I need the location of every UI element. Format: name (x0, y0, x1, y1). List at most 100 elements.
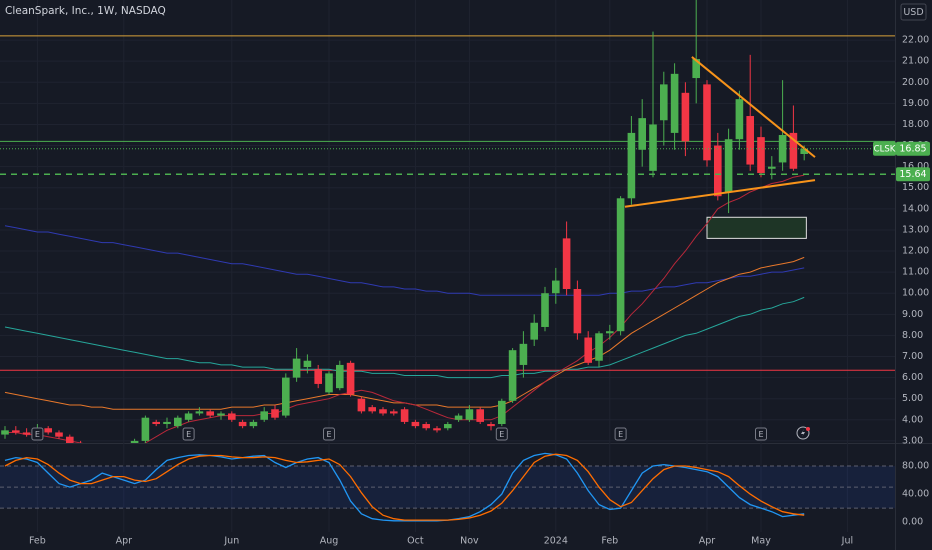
y-tick-label: 14.00 (902, 203, 929, 214)
candle-body (400, 409, 409, 422)
candle-body (141, 417, 150, 441)
y-tick-label: 18.00 (902, 119, 929, 130)
moving-average (4, 296, 805, 379)
x-tick-label: Feb (29, 536, 46, 547)
candle-body (411, 421, 420, 427)
candle-body (368, 407, 376, 412)
candle-body (573, 289, 582, 334)
candle-body (508, 350, 517, 401)
candle-body (638, 118, 646, 150)
candle-body (670, 73, 679, 133)
candle-body (735, 99, 744, 140)
earnings-label: E (758, 430, 763, 439)
candle-body (206, 411, 214, 416)
earnings-icon (182, 427, 195, 441)
x-tick-label: 2024 (544, 536, 568, 547)
candle-body (746, 116, 754, 165)
candle-body (454, 415, 463, 420)
currency: USD (903, 7, 923, 18)
candle-body (465, 409, 474, 420)
y-tick-label: 11.00 (902, 267, 929, 278)
y-tick-label: 5.00 (902, 393, 923, 404)
y-tick-label: 21.00 (902, 56, 929, 67)
x-tick-label: Oct (407, 536, 424, 547)
candle-body (476, 409, 484, 422)
candle-body (292, 358, 301, 378)
candle-body (498, 400, 506, 425)
earnings-icon (495, 427, 508, 441)
last-price-box (896, 141, 930, 156)
candle-body (552, 280, 560, 294)
y-tick-label: 8.00 (902, 330, 923, 341)
candle-body (303, 360, 312, 368)
candle-body (336, 364, 344, 389)
earnings-label: E (326, 430, 331, 439)
candle-body (562, 238, 571, 290)
osc-tick-label: 40.00 (902, 489, 929, 500)
candle-body (195, 411, 204, 414)
candle-body (649, 124, 657, 171)
candle-body (444, 424, 452, 429)
candle-body (433, 428, 441, 431)
candle-body (789, 132, 798, 169)
axes: 3.00 4.00 5.00 6.00 7.00 8.00 9.00 10.00 11.00 12… (29, 35, 930, 547)
candle-body (44, 428, 52, 433)
moving-average (4, 225, 805, 296)
earnings-icon (323, 427, 335, 441)
earnings-label: E (499, 430, 504, 439)
earnings-label: E (186, 430, 191, 439)
candle-body (800, 148, 808, 154)
y-tick-label: 12.00 (902, 246, 929, 257)
candle-body (22, 432, 31, 435)
candle-body (66, 436, 74, 443)
candle-body (346, 362, 355, 395)
candle-body (238, 421, 247, 427)
zone-box (706, 216, 807, 239)
currency-box[interactable] (900, 3, 927, 21)
x-tick-label: Aug (320, 536, 339, 547)
candle-body (541, 293, 549, 327)
x-tick-label: Apr (116, 536, 133, 547)
candle-body (595, 333, 603, 361)
x-tick-label: Nov (460, 536, 479, 547)
marker-label: 15.64 (899, 169, 926, 180)
y-tick-label: 10.00 (902, 288, 929, 299)
oscillator-pane (0, 452, 895, 522)
moving-average (5, 174, 805, 443)
candle-body (768, 166, 776, 169)
candle-body (249, 421, 258, 427)
candle-body (422, 424, 430, 429)
candle-body (271, 409, 279, 418)
candle-body (174, 417, 182, 427)
y-tick-label: 19.00 (902, 98, 929, 109)
symbol-label: CLSK (874, 145, 896, 155)
candle-body (714, 145, 722, 197)
candle-body (1, 430, 9, 435)
x-tick-label: Jun (223, 536, 239, 547)
alert-icon (796, 426, 810, 440)
candle-body (379, 409, 387, 414)
candle-body (703, 84, 711, 161)
candle-body (757, 137, 765, 173)
candle-body (55, 432, 63, 437)
candle-body (228, 413, 236, 420)
osc-line (4, 452, 805, 522)
earnings-icon (755, 427, 767, 441)
candle-body (217, 413, 225, 416)
candle-body (627, 132, 636, 199)
y-tick-label: 22.00 (902, 35, 929, 46)
candle-body (692, 59, 700, 79)
y-tick-label: 13.00 (902, 224, 929, 235)
last-price-label: 16.85 (899, 144, 926, 155)
y-tick-label: 7.00 (902, 351, 923, 362)
trendline (624, 179, 816, 208)
candle-body (778, 135, 787, 163)
osc-tick-label: 80.00 (902, 461, 929, 472)
candle-body (314, 369, 322, 384)
candle-body (357, 398, 366, 412)
y-tick-label: 3.00 (902, 435, 923, 446)
y-tick-label: 6.00 (902, 372, 923, 383)
symbol-box (873, 141, 896, 156)
y-tick-label: 9.00 (902, 309, 923, 320)
